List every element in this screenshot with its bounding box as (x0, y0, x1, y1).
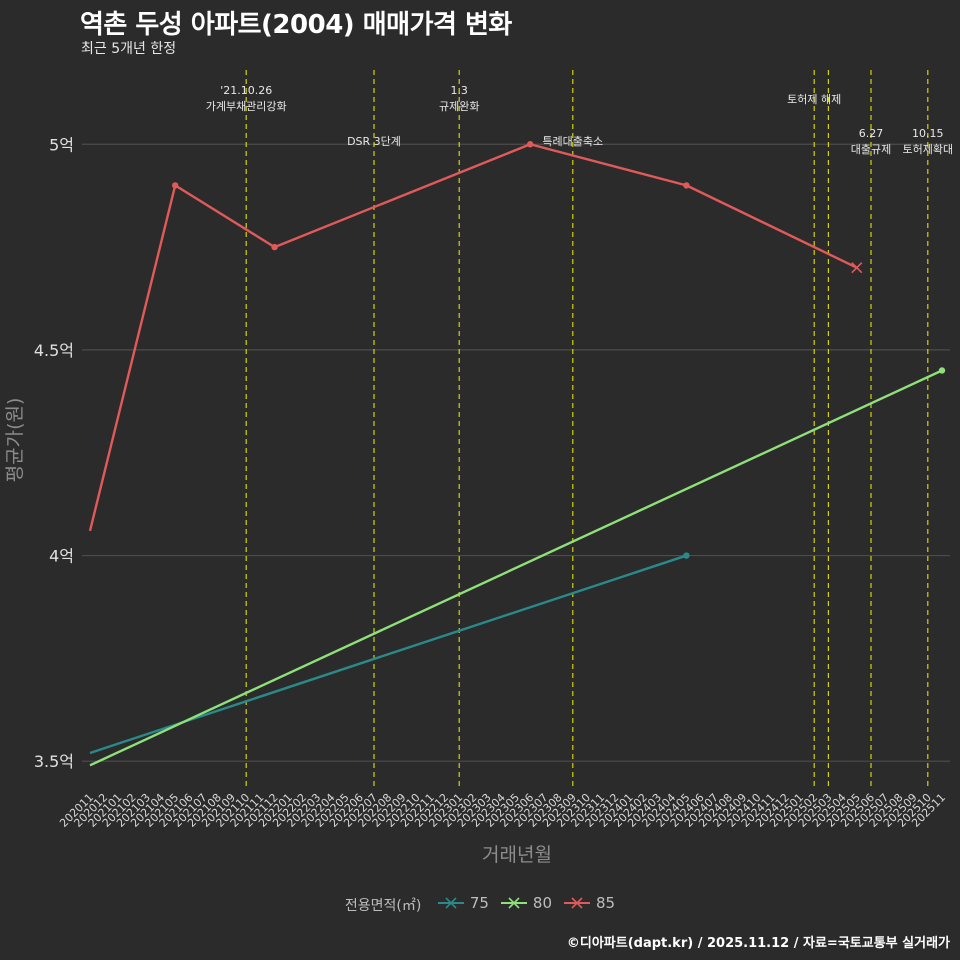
event-label: 토허제확대 (902, 143, 953, 156)
y-tick-label: 3.5억 (34, 752, 74, 771)
series-line-85 (88, 143, 858, 532)
legend-label: 75 (469, 894, 489, 912)
data-point (938, 367, 946, 374)
data-point (683, 552, 690, 559)
source-caption: ©디아파트(dapt.kr) / 2025.11.12 / 자료=국토교통부 실… (566, 936, 950, 951)
legend-label: 85 (596, 894, 616, 912)
y-tick-label: 5억 (49, 135, 74, 154)
grid-lines (82, 143, 950, 762)
legend-title: 전용면적(㎡) (344, 898, 422, 914)
legend-label: 80 (532, 894, 552, 912)
y-tick-label: 4억 (49, 547, 74, 566)
event-label: 6.27 (859, 127, 884, 140)
y-tick-label: 4.5억 (34, 341, 74, 360)
data-point-x (851, 262, 863, 274)
event-label: 규제완화 (439, 100, 479, 113)
data-point (527, 141, 534, 148)
legend-key-icon (500, 897, 527, 909)
legend-item-80: 80 (499, 894, 552, 912)
data-point (172, 182, 179, 189)
series-line-80 (89, 369, 943, 767)
event-label: 10.15 (912, 127, 944, 140)
legend-item-75: 75 (436, 894, 489, 912)
event-label: '21.10.26 (220, 84, 272, 97)
event-label: 특례대출축소 (542, 135, 603, 148)
legend-key-icon (564, 897, 590, 909)
event-label: 가계부채관리강화 (206, 100, 287, 113)
chart-title: 역촌 두성 아파트(2004) 매매가격 변화 (80, 10, 512, 40)
event-label: DSR 3단계 (347, 135, 401, 148)
legend: 전용면적(㎡) 75 80 85 (0, 894, 960, 915)
legend-key-icon (437, 897, 464, 909)
y-axis-title: 평균가(원) (4, 398, 26, 483)
series-lines (88, 141, 946, 767)
y-axis: 3.5억 4억 4.5억 5억 (34, 135, 74, 771)
data-point (271, 243, 278, 251)
event-label: 대출규제 (851, 143, 891, 156)
x-axis: 2020112020122021012021022021032021042021… (57, 791, 948, 830)
event-label: 토허제 해제 (787, 92, 841, 106)
x-axis-title: 거래년월 (482, 844, 552, 866)
chart-subtitle: 최근 5개년 한정 (81, 41, 177, 57)
event-label: 1.3 (450, 84, 468, 97)
data-point (683, 182, 690, 189)
legend-item-85: 85 (562, 894, 615, 912)
